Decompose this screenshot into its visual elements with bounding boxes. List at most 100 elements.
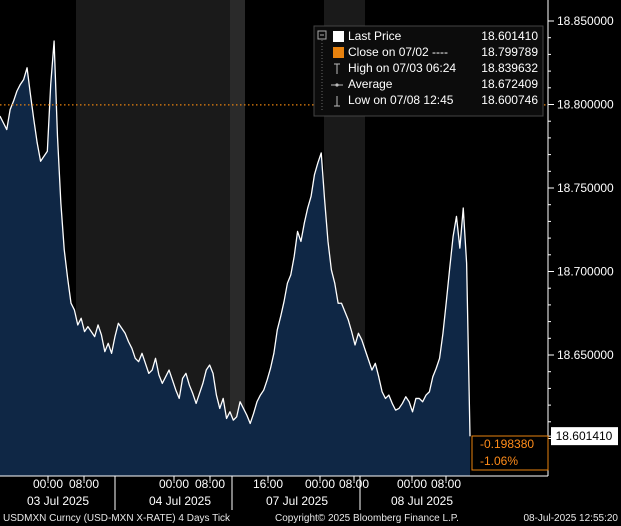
- data-point: [90, 331, 92, 333]
- legend-item: Last Price 18.601410: [333, 29, 538, 43]
- data-point: [432, 376, 434, 378]
- data-point: [266, 379, 268, 381]
- series-points: [0, 40, 471, 437]
- y-tick-label: 18.750000: [557, 181, 614, 195]
- last-price-box: 18.601410: [548, 427, 618, 446]
- low-marker-icon: [334, 96, 340, 107]
- data-point: [401, 403, 403, 404]
- data-point: [459, 247, 461, 249]
- legend-collapse-icon[interactable]: [317, 30, 327, 40]
- footer-timestamp: 08-Jul-2025 12:55:20: [523, 513, 618, 524]
- data-point: [368, 359, 369, 361]
- legend-item: Average 18.672409: [331, 77, 538, 91]
- data-point: [117, 322, 119, 324]
- data-point: [320, 152, 322, 154]
- data-point: [168, 369, 170, 371]
- data-point: [138, 361, 140, 363]
- data-point: [256, 401, 258, 403]
- data-point: [253, 413, 255, 414]
- x-tick-label: 08:00: [431, 477, 461, 491]
- data-point: [462, 207, 464, 209]
- data-point: [216, 394, 217, 396]
- data-point: [36, 142, 38, 144]
- data-point: [385, 398, 386, 399]
- data-point: [273, 352, 275, 354]
- data-point: [418, 398, 420, 399]
- plot-area: [0, 40, 471, 476]
- data-point: [324, 199, 325, 201]
- data-point: [388, 394, 390, 396]
- data-point: [246, 414, 248, 416]
- data-point: [57, 135, 58, 137]
- data-point: [172, 379, 173, 381]
- y-tick-label: 18.850000: [557, 14, 614, 28]
- data-point: [185, 372, 187, 374]
- legend-item: Low on 07/08 12:45 18.600746: [334, 93, 538, 107]
- data-point: [16, 90, 18, 92]
- x-date-label: 07 Jul 2025: [266, 494, 328, 508]
- data-point: [202, 382, 204, 384]
- data-point: [13, 100, 14, 102]
- data-point: [9, 109, 11, 110]
- data-point: [303, 222, 305, 224]
- data-point: [374, 362, 376, 364]
- change-box: -0.198380 -1.06%: [471, 435, 549, 471]
- data-point: [232, 419, 234, 421]
- footer-instrument: USDMXN Curncy (USD-MXN X-RATE) 4 Days Ti…: [3, 513, 231, 524]
- data-point: [131, 347, 133, 349]
- data-point: [337, 302, 339, 304]
- data-point: [398, 408, 400, 409]
- data-point: [361, 339, 363, 341]
- data-point: [23, 79, 25, 80]
- data-point: [439, 357, 440, 359]
- x-tick-label: 00:00: [33, 477, 63, 491]
- data-point: [334, 282, 336, 284]
- data-point: [77, 324, 79, 326]
- data-point: [60, 202, 62, 204]
- data-point: [239, 401, 241, 403]
- data-point: [192, 393, 194, 394]
- data-point: [141, 352, 143, 354]
- legend-value: 18.799789: [481, 45, 538, 59]
- legend-label: Average: [348, 77, 393, 91]
- data-point: [300, 241, 302, 242]
- data-point: [412, 411, 413, 413]
- data-point: [134, 357, 136, 359]
- data-point: [73, 309, 75, 311]
- data-point: [30, 94, 31, 95]
- data-point: [466, 262, 468, 264]
- data-point: [276, 329, 278, 331]
- legend-value: 18.601410: [481, 29, 538, 43]
- x-tick-label: 08:00: [69, 477, 99, 491]
- data-point: [209, 364, 211, 366]
- data-point: [145, 362, 146, 364]
- x-axis: 00:00 08:00 03 Jul 2025 00:00 08:00 04 Jul 20…: [27, 476, 461, 510]
- data-point: [26, 67, 28, 69]
- legend-value: 18.600746: [481, 93, 538, 107]
- data-point: [395, 409, 397, 411]
- y-axis: 18.850000 18.800000 18.750000 18.700000 18.6…: [548, 14, 614, 439]
- data-point: [50, 84, 52, 85]
- series-area-last-price: [0, 41, 470, 476]
- data-point: [293, 256, 295, 257]
- data-point: [161, 382, 163, 384]
- data-point: [351, 331, 353, 333]
- data-point: [114, 336, 116, 338]
- data-point: [53, 40, 55, 42]
- x-tick-label: 00:00: [305, 477, 335, 491]
- data-point: [70, 302, 72, 304]
- data-point: [415, 398, 417, 399]
- y-tick-label: 18.700000: [557, 265, 614, 279]
- data-point: [327, 241, 329, 242]
- data-point: [2, 122, 4, 124]
- data-point: [469, 435, 471, 437]
- legend: Last Price 18.601410 Close on 07/02 ---- 18…: [313, 25, 544, 117]
- data-point: [104, 351, 106, 353]
- footer-copyright: Copyright© 2025 Bloomberg Finance L.P.: [275, 513, 459, 524]
- data-point: [151, 369, 153, 371]
- data-point: [97, 324, 99, 326]
- x-tick-label: 00:00: [397, 477, 427, 491]
- data-point: [371, 369, 373, 371]
- data-point: [259, 394, 261, 396]
- data-point: [280, 316, 282, 317]
